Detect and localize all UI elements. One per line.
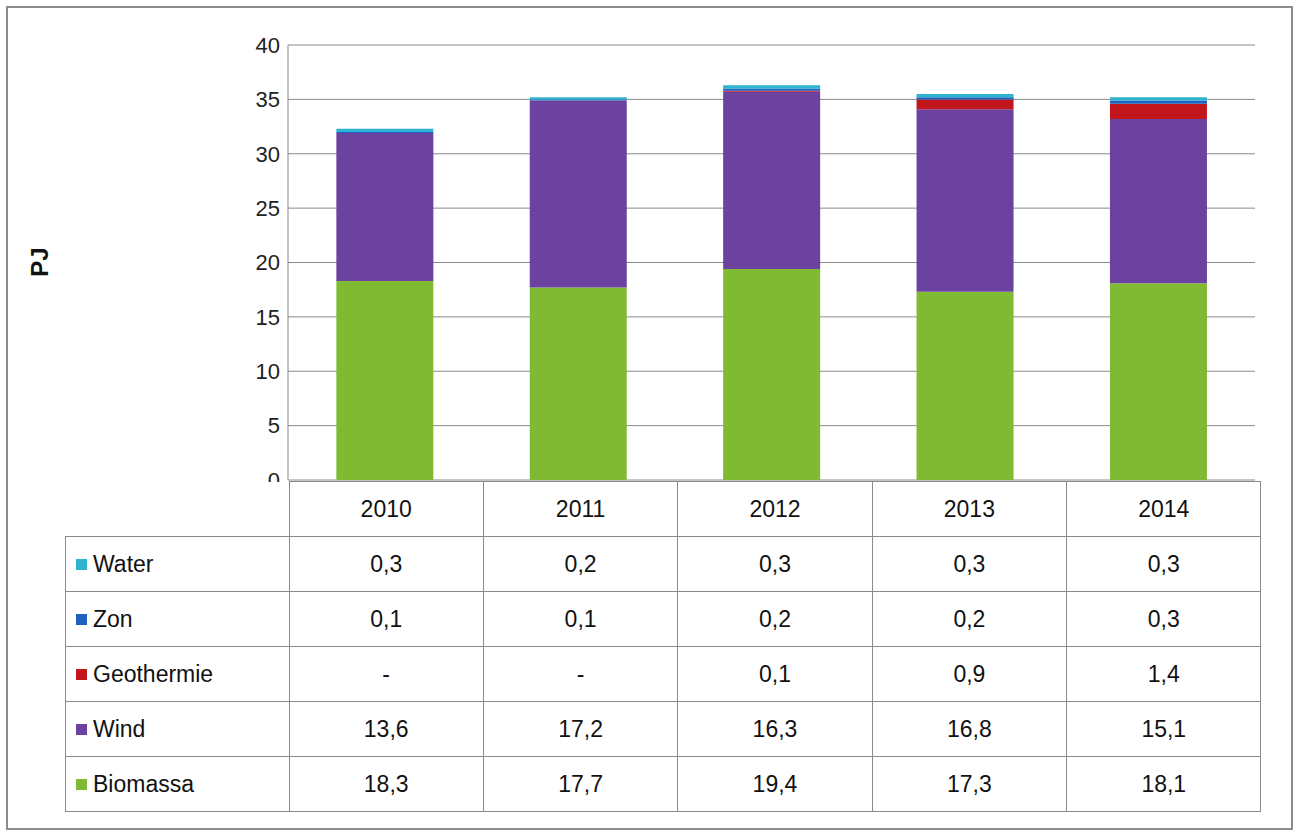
html-text:0,2: 0,2 — [953, 605, 986, 632]
svg-text:20: 20 — [256, 250, 280, 275]
html-text:0,3: 0,3 — [1147, 605, 1180, 632]
html-text:PJ: PJ — [26, 247, 53, 277]
html-text:0,1: 0,1 — [370, 605, 403, 632]
svg-text:35: 35 — [256, 87, 280, 112]
html-text:17,2: 17,2 — [558, 715, 603, 742]
html-text:Geothermie: Geothermie — [93, 661, 214, 688]
html-text:19,4: 19,4 — [752, 770, 798, 797]
html-text:17,3: 17,3 — [947, 770, 992, 797]
html-text:1,4: 1,4 — [1147, 660, 1180, 687]
svg-text:10: 10 — [256, 359, 280, 384]
html-text:2014: 2014 — [1138, 495, 1190, 522]
svg-text:15: 15 — [256, 305, 280, 330]
html-text:13,6: 13,6 — [363, 715, 409, 742]
html-text:0,3: 0,3 — [759, 550, 791, 577]
html-text:18,1: 18,1 — [1141, 770, 1187, 797]
html-text:2013: 2013 — [943, 495, 995, 522]
html-text:Zon: Zon — [93, 606, 133, 633]
html-text:2011: 2011 — [555, 495, 606, 522]
html-text:0,2: 0,2 — [759, 605, 791, 632]
html-text:15,1: 15,1 — [1141, 715, 1187, 742]
html-text:0,3: 0,3 — [953, 550, 986, 577]
html-text:Water: Water — [93, 551, 154, 578]
html-text:2010: 2010 — [360, 495, 412, 522]
html-text:16,3: 16,3 — [752, 715, 798, 742]
svg-text:5: 5 — [268, 413, 280, 438]
html-text:Biomassa: Biomassa — [93, 771, 194, 798]
svg-text:40: 40 — [256, 33, 280, 58]
html-text:18,3: 18,3 — [363, 770, 409, 797]
svg-text:25: 25 — [256, 196, 280, 221]
html-text:0,1: 0,1 — [759, 660, 791, 687]
html-text:0,9: 0,9 — [953, 660, 986, 687]
html-text:16,8: 16,8 — [947, 715, 992, 742]
html-text:0,2: 0,2 — [564, 550, 597, 577]
html-text:17,7: 17,7 — [558, 770, 603, 797]
svg-text:0: 0 — [268, 468, 280, 482]
html-text:0,1: 0,1 — [564, 605, 597, 632]
html-text:0,3: 0,3 — [370, 550, 403, 577]
html-text:0,3: 0,3 — [1147, 550, 1180, 577]
svg-text:30: 30 — [256, 142, 280, 167]
html-text:2012: 2012 — [749, 495, 801, 522]
html-text:Wind: Wind — [93, 716, 146, 743]
